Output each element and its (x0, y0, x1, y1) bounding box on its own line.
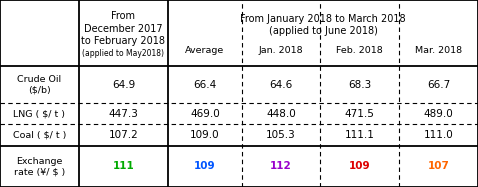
Text: Average: Average (185, 46, 225, 55)
Text: 109: 109 (194, 161, 216, 171)
Text: 111: 111 (113, 161, 134, 171)
Text: 111.0: 111.0 (424, 130, 454, 140)
Text: 66.7: 66.7 (427, 80, 450, 90)
Text: From January 2018 to March 2018
(applied to June 2018): From January 2018 to March 2018 (applied… (240, 14, 406, 36)
Text: 68.3: 68.3 (348, 80, 371, 90)
Text: Crude Oil
($/b): Crude Oil ($/b) (17, 75, 62, 94)
Text: Exchange
rate (¥/ $ ): Exchange rate (¥/ $ ) (14, 157, 65, 176)
Text: Feb. 2018: Feb. 2018 (337, 46, 383, 55)
Text: Jan. 2018: Jan. 2018 (259, 46, 304, 55)
Text: LNG ( $/ t ): LNG ( $/ t ) (13, 109, 65, 118)
Text: (applied to May2018): (applied to May2018) (83, 49, 164, 58)
Text: 109: 109 (349, 161, 370, 171)
Text: 66.4: 66.4 (193, 80, 217, 90)
Text: 469.0: 469.0 (190, 109, 220, 119)
Text: 111.1: 111.1 (345, 130, 375, 140)
Text: 64.9: 64.9 (112, 80, 135, 90)
Text: 448.0: 448.0 (266, 109, 296, 119)
Text: 107: 107 (428, 161, 449, 171)
Text: 64.6: 64.6 (270, 80, 293, 90)
Text: 489.0: 489.0 (424, 109, 454, 119)
Text: 447.3: 447.3 (109, 109, 139, 119)
Text: Mar. 2018: Mar. 2018 (415, 46, 462, 55)
Text: From
December 2017
to February 2018: From December 2017 to February 2018 (81, 11, 165, 46)
Text: Coal ( $/ t ): Coal ( $/ t ) (13, 131, 66, 140)
Text: 112: 112 (270, 161, 292, 171)
Text: 105.3: 105.3 (266, 130, 296, 140)
Text: 109.0: 109.0 (190, 130, 220, 140)
Text: 107.2: 107.2 (109, 130, 138, 140)
Text: 471.5: 471.5 (345, 109, 375, 119)
